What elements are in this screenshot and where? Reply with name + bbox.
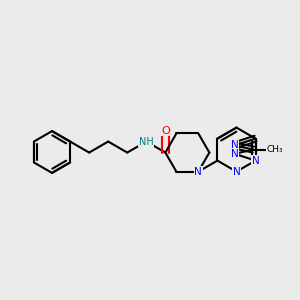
Text: CH₃: CH₃ <box>267 145 284 154</box>
Text: N: N <box>194 167 202 177</box>
Text: O: O <box>161 125 170 136</box>
Text: N: N <box>231 140 239 150</box>
Text: NH: NH <box>139 136 154 147</box>
Text: N: N <box>232 167 240 177</box>
Text: N: N <box>232 167 240 177</box>
Text: NH: NH <box>139 136 154 147</box>
Text: N: N <box>252 156 260 166</box>
Text: N: N <box>252 156 260 166</box>
Text: N: N <box>231 149 239 159</box>
Text: N: N <box>194 167 202 177</box>
Text: N: N <box>231 149 239 159</box>
Text: O: O <box>161 125 170 136</box>
Text: N: N <box>231 140 239 150</box>
